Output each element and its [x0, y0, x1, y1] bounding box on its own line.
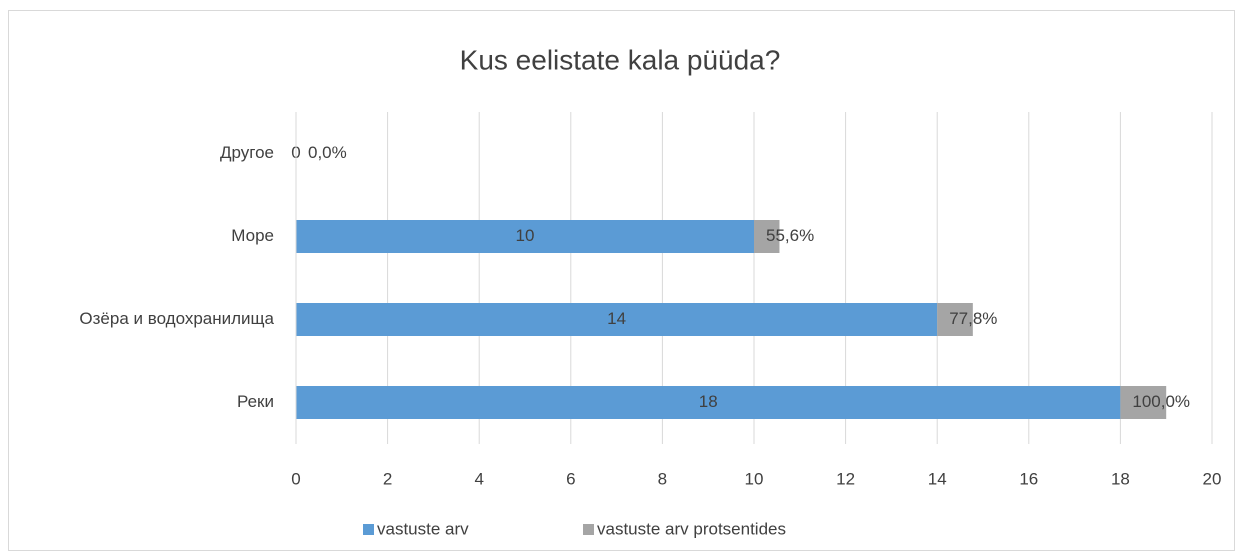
bar-segment	[937, 303, 973, 336]
legend-label: vastuste arv	[377, 519, 469, 538]
y-tick-label: Озёра и водохранилища	[79, 309, 274, 328]
chart-border	[8, 10, 1235, 551]
y-tick-label: Реки	[237, 392, 274, 411]
bar-segment	[754, 220, 780, 253]
bar-segment	[296, 303, 938, 336]
legend-swatch	[583, 524, 594, 535]
bar-segment	[296, 220, 754, 253]
x-tick-label: 6	[566, 469, 575, 488]
x-tick-label: 14	[928, 469, 947, 488]
data-label: 55,6%	[766, 226, 814, 245]
legend-label: vastuste arv protsentides	[597, 519, 786, 538]
data-label: 77,8%	[949, 309, 997, 328]
data-label: 100,0%	[1132, 392, 1190, 411]
bar-segment	[1120, 386, 1167, 419]
bar-segment	[296, 386, 1121, 419]
y-tick-label: Море	[231, 226, 274, 245]
y-tick-label: Другое	[220, 143, 274, 162]
x-tick-label: 4	[474, 469, 483, 488]
x-tick-label: 10	[745, 469, 764, 488]
x-tick-label: 0	[291, 469, 300, 488]
x-tick-label: 18	[1111, 469, 1130, 488]
data-label: 14	[607, 309, 626, 328]
data-label: 18	[699, 392, 718, 411]
x-tick-label: 12	[836, 469, 855, 488]
x-tick-label: 20	[1203, 469, 1222, 488]
chart-title: Kus eelistate kala püüda?	[460, 44, 781, 75]
data-label: 10	[516, 226, 535, 245]
x-tick-label: 16	[1019, 469, 1038, 488]
legend-swatch	[363, 524, 374, 535]
data-label: 0,0%	[308, 143, 347, 162]
x-tick-label: 8	[658, 469, 667, 488]
x-tick-label: 2	[383, 469, 392, 488]
